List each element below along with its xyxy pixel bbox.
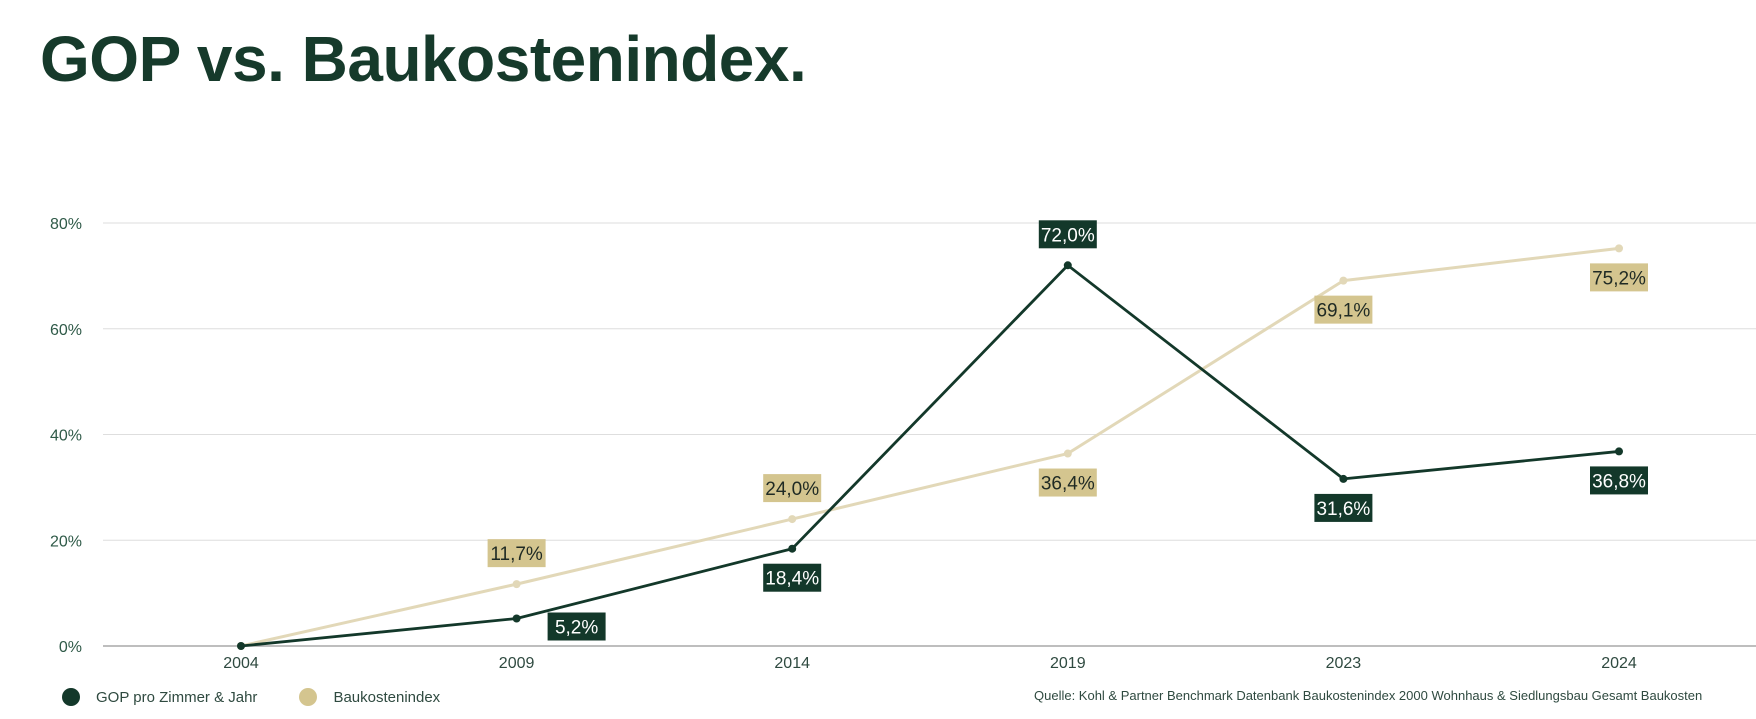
x-axis-ticks: 2004 2009 2014 2019 2023 2024 bbox=[223, 655, 1637, 672]
data-label-baukostenindex: 11,7% bbox=[487, 539, 546, 568]
data-label-box bbox=[1314, 493, 1373, 522]
data-label-baukostenindex: 69,1% bbox=[1314, 295, 1373, 324]
y-axis-ticks: 0% 20% 40% 60% 80% bbox=[50, 216, 82, 656]
data-label-text: 5,2% bbox=[555, 618, 598, 639]
series-line-baukostenindex bbox=[240, 246, 1620, 648]
legend-item-baukostenindex[interactable]: Baukostenindex bbox=[299, 688, 440, 706]
y-tick-label: 60% bbox=[50, 322, 82, 339]
data-label-text: 36,4% bbox=[1041, 474, 1095, 495]
data-label-text: 31,6% bbox=[1316, 499, 1370, 520]
data-label-box bbox=[1038, 220, 1097, 249]
chart: 0%20%40%60%80% 2004 2009 2014 2019 2023 2024 … bbox=[50, 216, 1756, 672]
legend-marker-gop bbox=[62, 688, 80, 706]
data-label-gop: 72,0% bbox=[1038, 220, 1097, 249]
x-tick-label: 2009 bbox=[499, 655, 535, 672]
y-tick-label: 20% bbox=[50, 533, 82, 550]
data-label-gop: 18,4% bbox=[763, 563, 822, 592]
page-title: GOP vs. Baukostenindex. bbox=[40, 23, 807, 95]
gridlines bbox=[103, 222, 1756, 647]
data-point-gop bbox=[1615, 447, 1623, 456]
y-tick-label: 40% bbox=[50, 428, 82, 445]
data-label-text: 18,4% bbox=[765, 569, 819, 590]
data-label-gop: 31,6% bbox=[1314, 493, 1373, 522]
data-point-baukostenindex bbox=[1063, 449, 1072, 458]
data-labels: 11,7% 24,0% 36,4% 69,1% 75,2% 5,2% 18,4% 72,0% 3… bbox=[487, 220, 1648, 641]
x-tick-label: 2024 bbox=[1601, 655, 1637, 672]
data-label-gop: 36,8% bbox=[1590, 466, 1648, 495]
data-point-baukostenindex bbox=[512, 580, 521, 589]
data-label-box bbox=[1590, 263, 1648, 292]
data-label-text: 36,8% bbox=[1592, 471, 1646, 492]
x-tick-label: 2004 bbox=[223, 655, 259, 672]
data-label-box bbox=[547, 612, 606, 641]
data-label-box bbox=[763, 563, 822, 592]
data-label-box bbox=[1590, 466, 1648, 495]
data-label-text: 11,7% bbox=[490, 544, 543, 565]
data-point-baukostenindex bbox=[788, 515, 797, 524]
data-label-baukostenindex: 36,4% bbox=[1038, 468, 1097, 497]
y-tick-label: 0% bbox=[59, 639, 82, 656]
data-point-baukostenindex bbox=[1339, 276, 1348, 285]
data-label-text: 75,2% bbox=[1592, 268, 1646, 289]
data-point-gop bbox=[1339, 474, 1348, 483]
data-point-baukostenindex bbox=[1615, 244, 1623, 253]
series-line-gop bbox=[240, 263, 1620, 648]
data-label-gop: 5,2% bbox=[547, 612, 606, 641]
legend-item-gop[interactable]: GOP pro Zimmer & Jahr bbox=[62, 688, 257, 706]
data-label-text: 69,1% bbox=[1316, 301, 1370, 322]
data-label-baukostenindex: 24,0% bbox=[763, 474, 822, 503]
data-label-box bbox=[487, 539, 546, 568]
source-note: Quelle: Kohl & Partner Benchmark Datenba… bbox=[1034, 688, 1703, 703]
data-label-text: 24,0% bbox=[765, 479, 819, 500]
data-point-gop bbox=[788, 544, 797, 553]
legend-label-baukostenindex: Baukostenindex bbox=[333, 688, 441, 706]
legend-label-gop: GOP pro Zimmer & Jahr bbox=[96, 688, 258, 706]
legend: GOP pro Zimmer & Jahr Baukostenindex bbox=[62, 686, 482, 708]
x-tick-label: 2023 bbox=[1326, 655, 1362, 672]
series-lines bbox=[237, 244, 1623, 650]
data-label-box bbox=[1038, 468, 1097, 497]
legend-marker-baukostenindex bbox=[299, 688, 318, 706]
y-tick-label: 80% bbox=[50, 216, 82, 233]
data-point-gop bbox=[1063, 261, 1072, 270]
data-label-box bbox=[763, 474, 822, 503]
data-label-text: 72,0% bbox=[1041, 225, 1095, 246]
data-label-box bbox=[1314, 295, 1373, 324]
data-label-baukostenindex: 75,2% bbox=[1590, 263, 1648, 292]
x-tick-label: 2019 bbox=[1050, 655, 1086, 672]
data-point-gop bbox=[237, 642, 245, 650]
x-tick-label: 2014 bbox=[774, 655, 810, 672]
data-point-gop bbox=[512, 614, 521, 623]
